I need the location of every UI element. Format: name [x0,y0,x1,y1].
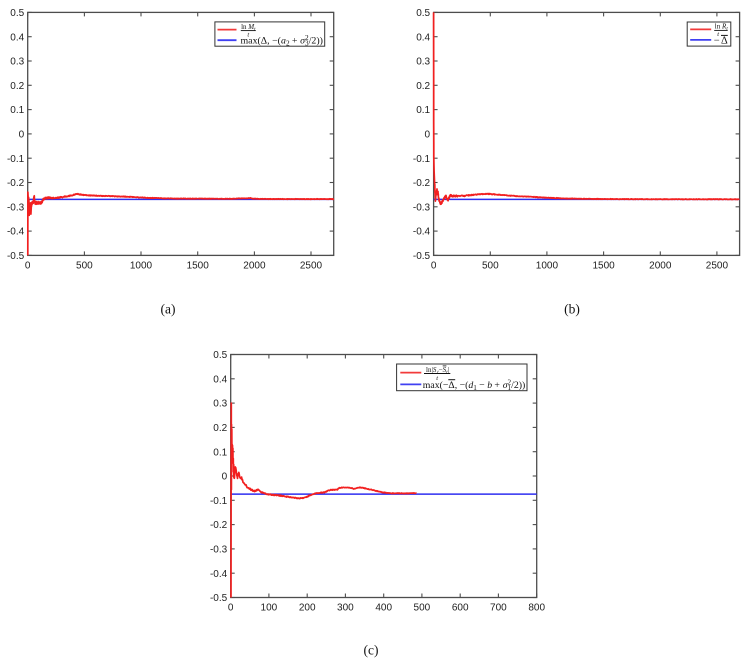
svg-text:0.5: 0.5 [213,350,227,361]
svg-text:-0.1: -0.1 [210,496,228,507]
svg-text:Δ: Δ [721,35,728,46]
svg-text:500: 500 [482,261,499,272]
svg-text:2: 2 [508,378,512,386]
svg-text:−: − [479,380,485,391]
svg-text:-0.3: -0.3 [210,545,228,556]
svg-text:0: 0 [19,130,25,141]
svg-text:-0.4: -0.4 [413,227,431,238]
svg-text:(c): (c) [364,643,379,658]
svg-text:t: t [247,31,249,38]
svg-text:/2)): /2)) [309,35,323,46]
svg-text:t: t [437,370,439,375]
svg-text:600: 600 [452,603,469,614]
svg-text:-0.3: -0.3 [413,202,431,213]
svg-text:σ: σ [503,380,509,391]
svg-text:b: b [487,380,492,391]
svg-text:-0.2: -0.2 [413,178,431,189]
svg-text:-0.4: -0.4 [210,569,228,580]
svg-text:σ: σ [300,35,306,46]
svg-text:1: 1 [473,384,477,392]
svg-text:1500: 1500 [592,261,615,272]
svg-text:|: | [448,366,449,374]
svg-text:2500: 2500 [706,261,729,272]
svg-text:200: 200 [299,603,316,614]
svg-text:(a): (a) [161,302,176,317]
svg-text:-0.3: -0.3 [7,202,25,213]
svg-text:0.1: 0.1 [10,105,24,116]
svg-text:0: 0 [228,603,234,614]
svg-text:0: 0 [25,261,31,272]
svg-text:400: 400 [375,603,392,614]
svg-text:2500: 2500 [300,261,323,272]
svg-text:-0.5: -0.5 [413,251,431,262]
svg-text:700: 700 [490,603,507,614]
svg-text:0: 0 [222,472,228,483]
svg-text:1000: 1000 [536,261,559,272]
svg-text:-0.5: -0.5 [210,593,228,604]
svg-text:0: 0 [425,130,431,141]
svg-text:+: + [494,380,500,391]
svg-text:+: + [292,35,298,46]
svg-text:0.3: 0.3 [10,57,24,68]
svg-text:0.2: 0.2 [416,81,430,92]
svg-text:500: 500 [414,603,431,614]
svg-text:0.2: 0.2 [213,423,227,434]
svg-text:t: t [446,370,448,375]
svg-text:0.4: 0.4 [213,374,227,385]
svg-text:0: 0 [431,261,437,272]
svg-text:0.4: 0.4 [10,32,24,43]
svg-text:1: 1 [508,384,512,392]
svg-text:1500: 1500 [187,261,210,272]
svg-text:-0.1: -0.1 [413,154,431,165]
svg-text:-0.5: -0.5 [7,251,25,262]
svg-text:max(−: max(− [423,380,449,391]
svg-text:ln M: ln M [241,23,255,31]
svg-text:(b): (b) [564,302,580,317]
svg-text:0.5: 0.5 [10,8,24,19]
svg-text:100: 100 [261,603,278,614]
svg-text:500: 500 [76,261,93,272]
svg-text:t: t [436,375,438,382]
svg-text:−S: −S [439,366,447,374]
svg-text:-0.2: -0.2 [210,520,228,531]
svg-text:-0.2: -0.2 [7,178,25,189]
svg-text:300: 300 [337,603,354,614]
svg-text:1000: 1000 [130,261,153,272]
svg-text:0.2: 0.2 [10,81,24,92]
svg-text:d: d [468,380,473,391]
svg-text:ln|S: ln|S [426,366,437,374]
svg-text:2000: 2000 [649,261,672,272]
svg-text:max(Δ, −(: max(Δ, −( [241,35,281,46]
svg-text:Δ: Δ [448,380,454,391]
svg-text:0.5: 0.5 [416,8,430,19]
svg-text:0.4: 0.4 [416,32,430,43]
svg-text:t: t [726,27,728,32]
svg-text:t: t [717,31,719,38]
svg-text:a: a [281,35,286,46]
svg-text:, −(: , −( [455,380,469,391]
svg-text:3: 3 [305,39,309,48]
svg-text:2: 2 [305,33,309,42]
svg-text:/2)): /2)) [511,380,525,391]
svg-text:800: 800 [528,603,545,614]
svg-text:-0.4: -0.4 [7,227,25,238]
svg-text:t: t [254,27,256,32]
svg-text:0.3: 0.3 [213,399,227,410]
svg-text:0.3: 0.3 [416,57,430,68]
svg-text:2000: 2000 [243,261,266,272]
svg-text:ln R: ln R [715,23,727,31]
svg-text:2: 2 [286,39,290,48]
svg-text:0.1: 0.1 [213,447,227,458]
svg-text:-0.1: -0.1 [7,154,25,165]
svg-text:−: − [714,35,720,46]
svg-text:0.1: 0.1 [416,105,430,116]
